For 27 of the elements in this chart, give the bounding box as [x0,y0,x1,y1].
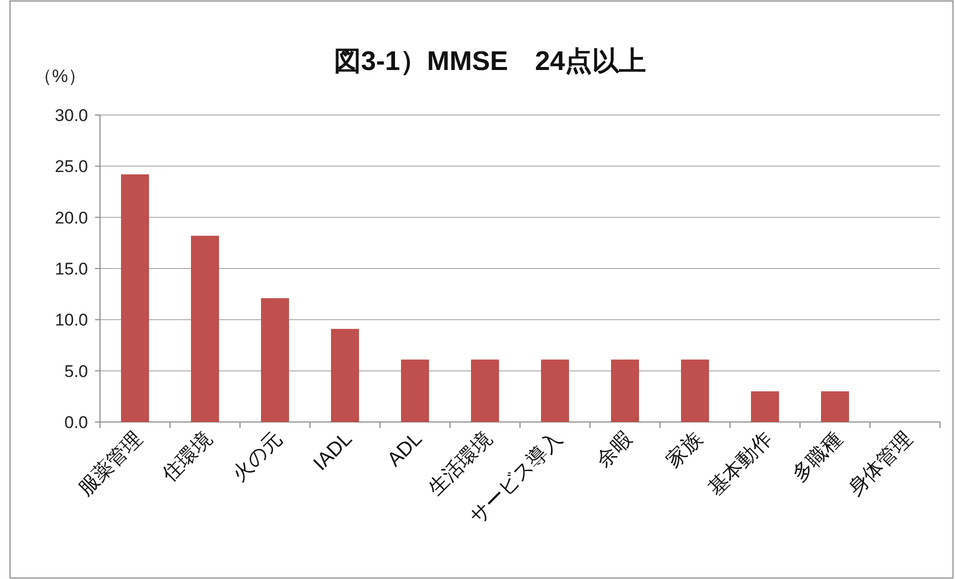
y-tick-label: 20.0 [54,208,88,228]
x-tick-label: 住環境 [158,428,217,487]
bar [821,391,849,422]
bar [261,298,289,422]
y-axis-title: （%） [34,66,86,86]
bar [331,328,359,422]
bar [681,360,709,422]
x-tick-label: 余暇 [592,428,637,472]
x-tick-label: ADL [383,428,427,472]
y-tick-label: 15.0 [54,260,88,278]
bar [541,360,569,422]
bar [121,174,149,422]
chart-title: 図3-1）MMSE 24点以上 [334,46,646,76]
x-tick-label: 身体管理 [844,428,917,500]
y-tick-label: 10.0 [54,310,88,330]
bar [401,360,429,422]
y-tick-label: 25.0 [54,157,88,176]
x-tick-label: 家族 [662,428,707,472]
bar [611,360,639,422]
x-tick-label: 基本動作 [704,428,777,500]
y-tick-label: 5.0 [64,362,88,381]
y-tick-label: 30.0 [54,106,88,125]
bar [471,360,499,422]
x-tick-label: 多職種 [788,428,847,486]
bar [191,236,219,422]
bar [751,391,779,422]
x-tick-label: 火の元 [228,428,287,486]
